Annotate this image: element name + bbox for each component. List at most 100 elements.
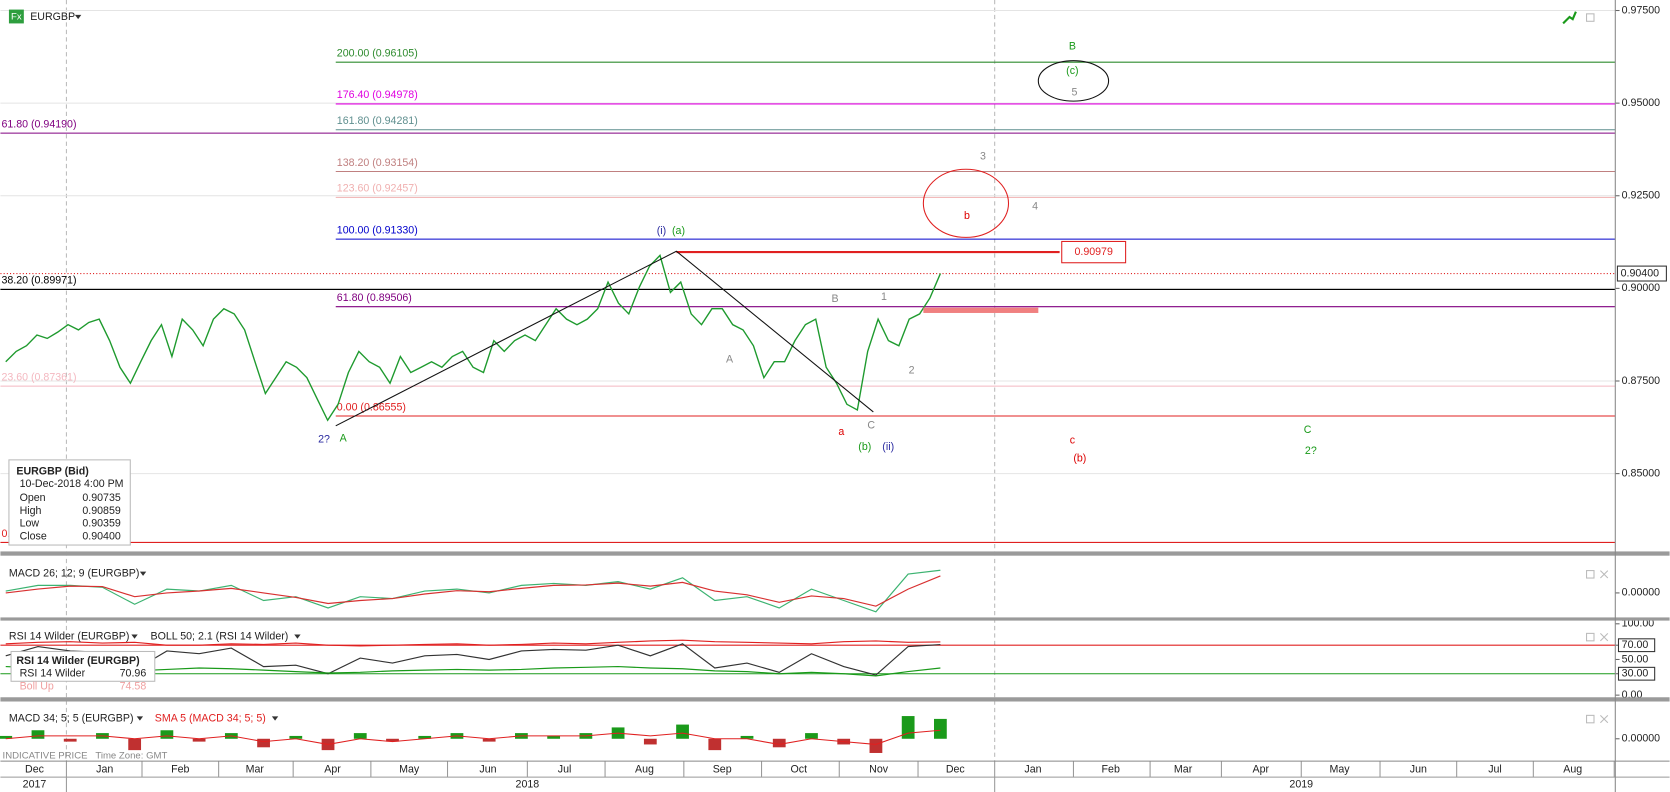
symbol-icon [8, 9, 24, 24]
fib-label: 161.80 (0.94281) [337, 115, 418, 127]
x-tick-label: Feb [1102, 763, 1120, 775]
wave-label: A [726, 354, 734, 366]
info-value: 74.58 [120, 680, 147, 692]
series-line [5, 639, 941, 647]
histogram-bar [160, 730, 174, 739]
histogram-bar [482, 738, 496, 742]
info-title: RSI 14 Wilder (EURGBP) [16, 655, 140, 667]
info-label: Boll Up [20, 680, 54, 692]
close-icon[interactable] [1600, 570, 1609, 579]
wave-label: C [867, 420, 875, 432]
panel-separator [0, 551, 1670, 556]
wave-label: 5 [1072, 86, 1078, 98]
histogram-bar [708, 738, 722, 751]
close-icon[interactable] [1600, 714, 1609, 724]
fib-label: 138.20 (0.93154) [337, 157, 418, 169]
window-icon[interactable] [1586, 570, 1595, 579]
wave-label: 3 [980, 150, 986, 162]
info-value: 0.90400 [82, 530, 120, 542]
wave-label: (b) [858, 441, 871, 453]
series-line [5, 254, 942, 422]
series-line [5, 666, 941, 677]
histogram-bar [257, 738, 270, 748]
close-icon[interactable] [1600, 633, 1609, 642]
x-tick-label: Mar [246, 763, 265, 775]
y-tick-label: 0.90000 [1622, 282, 1660, 294]
year-label: 2018 [516, 778, 540, 790]
x-tick-label: Jan [1024, 763, 1041, 775]
info-box [10, 650, 156, 682]
fib-label: 123.60 (0.92457) [337, 183, 418, 195]
dropdown-arrow[interactable] [131, 634, 138, 639]
symbol[interactable]: EURGBP [30, 11, 75, 23]
trend-icon[interactable] [1562, 11, 1577, 25]
panel-icons [1586, 570, 1609, 724]
x-tick-label: Apr [1253, 763, 1270, 775]
histogram-bar [901, 716, 915, 739]
info-label: Low [20, 518, 40, 530]
fib-label: 100.00 (0.91330) [337, 224, 418, 236]
x-tick-label: Sep [713, 763, 732, 775]
wave-label: (c) [1066, 65, 1078, 77]
panel-title: RSI 14 Wilder (EURGBP) [9, 630, 129, 642]
x-tick-label: Dec [25, 763, 45, 775]
x-tick-label: Oct [791, 763, 808, 775]
last-price-label: 0.90400 [1621, 267, 1659, 279]
y-tick-label: 0.97500 [1622, 4, 1660, 16]
window-icon[interactable] [1586, 13, 1595, 22]
year-label: 2017 [23, 778, 47, 790]
dropdown-arrow[interactable] [74, 14, 82, 20]
histogram-bar [128, 738, 142, 751]
y-tick-label: 0.87500 [1622, 375, 1660, 387]
histogram-bar [740, 735, 754, 739]
year-label: 2019 [1289, 778, 1313, 790]
window-icon[interactable] [1586, 632, 1595, 642]
wave-label: 2 [909, 364, 915, 376]
ellipse [1037, 60, 1110, 102]
x-tick-label: Apr [324, 763, 341, 775]
wave-label: B [831, 293, 838, 305]
y-tick-label: 0.85000 [1622, 467, 1660, 479]
x-tick-label: Nov [869, 763, 889, 775]
wave-label: b [964, 210, 970, 222]
wave-label: c [1070, 435, 1076, 447]
wave-label: (a) [672, 225, 685, 237]
info-value: 0.90735 [82, 492, 120, 504]
x-tick-label: Jan [96, 763, 113, 775]
x-tick-label: May [399, 763, 420, 775]
dropdown-arrow[interactable] [139, 571, 147, 576]
histogram-bar [772, 738, 786, 748]
panel-overlay: BOLL 50; 2.1 (RSI 14 Wilder) [151, 630, 289, 642]
x-tick-label: Feb [171, 763, 189, 775]
dropdown-arrow[interactable] [294, 634, 301, 639]
window-icon[interactable] [1586, 714, 1595, 724]
y-tick-label: 30.00 [1622, 668, 1649, 680]
fib-label: 38.20 (0.89971) [1, 275, 76, 287]
tick-box [1617, 638, 1656, 653]
info-value: 0.90359 [82, 518, 120, 530]
wave-label: (i) [657, 225, 666, 237]
wave-label: a [838, 426, 844, 438]
x-tick-label: Dec [946, 763, 966, 775]
panel-separator [0, 697, 1670, 702]
info-label: Close [20, 530, 47, 542]
histogram-bar [934, 718, 947, 739]
y-tick-label: 0.00000 [1622, 587, 1660, 599]
trend-line [335, 250, 874, 427]
histogram-bar [547, 735, 561, 739]
info-label: Open [20, 492, 46, 504]
info-value: 70.96 [120, 668, 147, 680]
info-label: High [20, 505, 42, 517]
panel-title: MACD 34; 5; 5 (EURGBP) [9, 712, 134, 724]
symbol-icon-text: Fx [11, 12, 22, 23]
dropdown-arrow[interactable] [271, 716, 279, 721]
info-value: 0.90859 [82, 505, 120, 517]
legend-entry: SMA 5 (MACD 34; 5; 5) [155, 712, 266, 724]
histogram-bar [0, 735, 13, 739]
histogram-bar [869, 738, 883, 753]
panel-separator [0, 617, 1670, 621]
dropdown-arrow[interactable] [136, 716, 144, 721]
ellipse [922, 168, 1010, 238]
